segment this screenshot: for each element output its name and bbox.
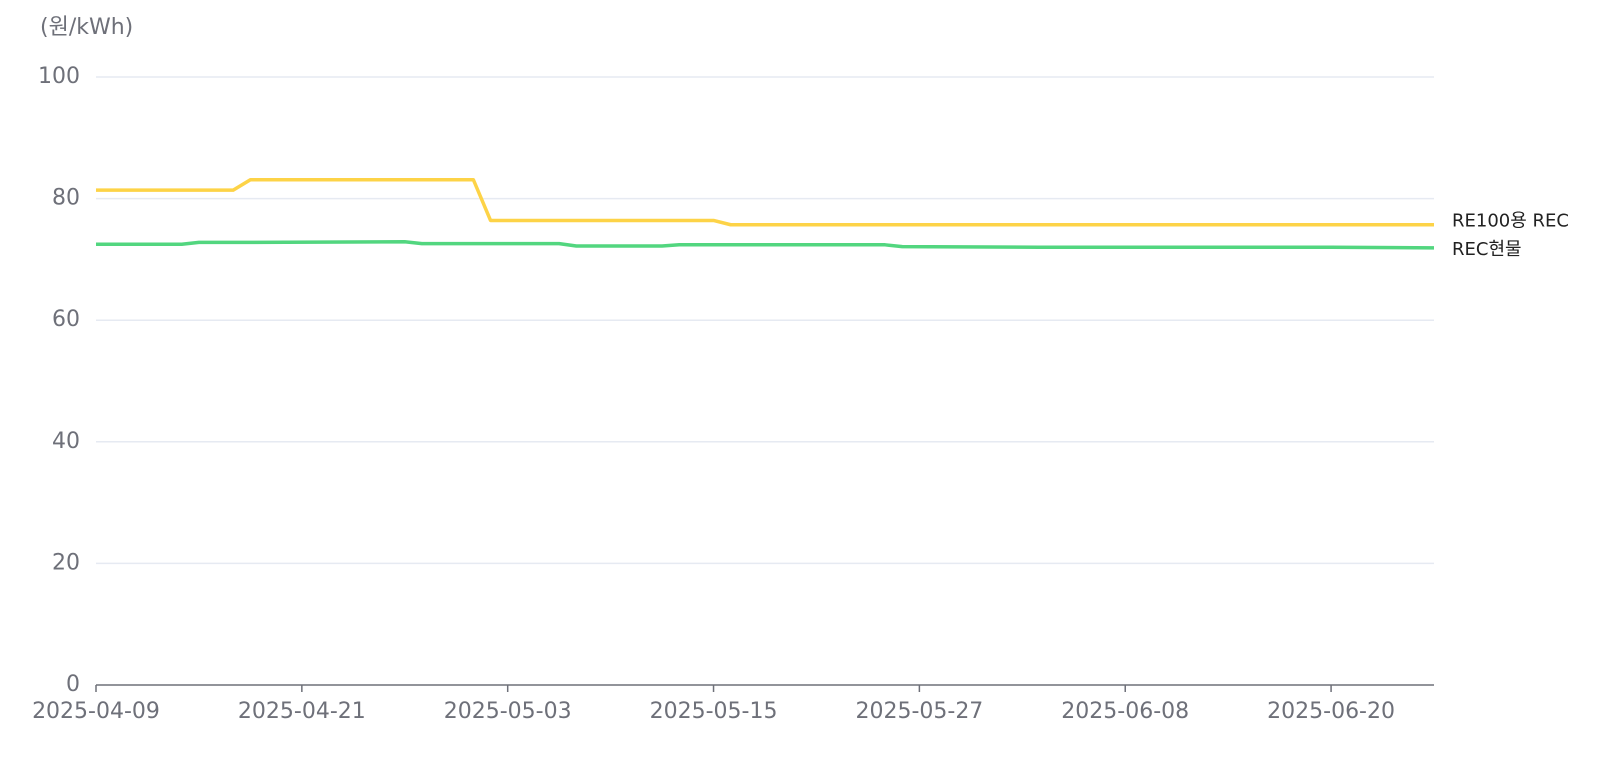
y-tick-label: 20 xyxy=(52,550,80,575)
y-tick-label: 100 xyxy=(38,64,80,89)
y-tick-label: 80 xyxy=(52,186,80,211)
y-axis-label: (원/kWh) xyxy=(40,15,133,40)
x-tick-label: 2025-06-08 xyxy=(1061,699,1189,724)
series-line xyxy=(96,240,1435,250)
y-tick-label: 40 xyxy=(52,429,80,454)
y-tick-label: 60 xyxy=(52,307,80,332)
x-tick-label: 2025-05-27 xyxy=(855,699,983,724)
series-label: RE100용 REC xyxy=(1452,211,1569,232)
y-tick-label: 0 xyxy=(66,672,80,697)
x-tick-label: 2025-04-09 xyxy=(32,699,160,724)
x-tick-label: 2025-06-20 xyxy=(1267,699,1395,724)
series-label: REC현물 xyxy=(1452,239,1522,260)
x-tick-label: 2025-04-21 xyxy=(238,699,366,724)
x-tick-label: 2025-05-03 xyxy=(444,699,572,724)
x-tick-label: 2025-05-15 xyxy=(650,699,778,724)
series-line xyxy=(96,178,1434,227)
